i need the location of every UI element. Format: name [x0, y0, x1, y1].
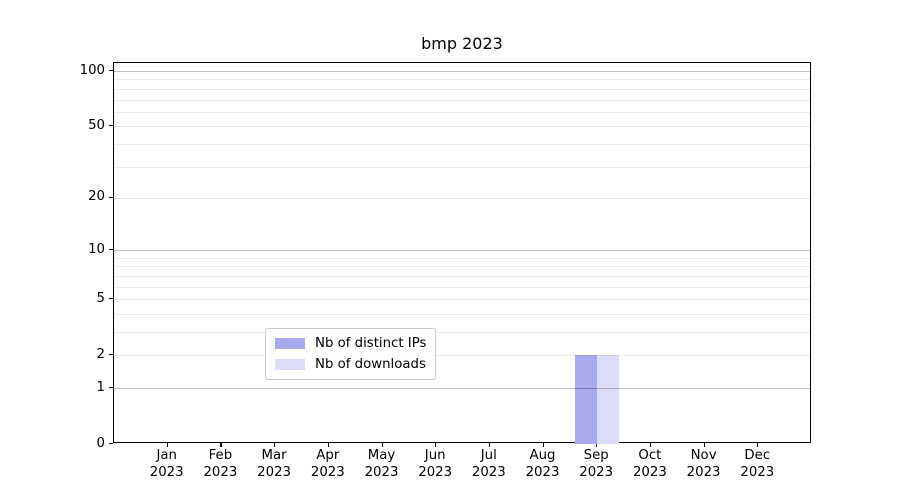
- x-tick-label: Nov 2023: [664, 447, 744, 481]
- y-tick-mark: [109, 196, 113, 199]
- x-tick-label-line: 2023: [203, 465, 238, 480]
- y-tick-label: 0: [96, 435, 105, 451]
- gridline-minor: [114, 266, 810, 268]
- x-tick-label: Apr 2023: [288, 447, 368, 481]
- legend-swatch-distinct-ips: [275, 338, 305, 349]
- x-tick-label-line: Feb: [208, 448, 233, 463]
- x-tick-label-line: 2023: [525, 465, 560, 480]
- gridline-minor: [114, 166, 810, 168]
- x-tick-label-line: 2023: [686, 465, 721, 480]
- legend-label-downloads: Nb of downloads: [315, 357, 426, 372]
- x-tick-mark: [596, 443, 598, 447]
- x-tick-label-line: May: [367, 448, 396, 463]
- gridline-minor: [114, 126, 810, 128]
- legend: Nb of distinct IPs Nb of downloads: [265, 328, 437, 380]
- x-tick-mark: [757, 443, 759, 447]
- x-tick-label-line: 2023: [257, 465, 292, 480]
- bar-downloads: [597, 355, 620, 444]
- gridline-minor: [114, 275, 810, 277]
- x-tick-label: May 2023: [342, 447, 422, 481]
- x-tick-mark: [488, 443, 490, 447]
- gridline-minor: [114, 79, 810, 81]
- x-tick-mark: [166, 443, 168, 447]
- bar-distinct-ips: [575, 355, 598, 444]
- x-tick-label-line: 2023: [579, 465, 614, 480]
- x-tick-label-line: 2023: [632, 465, 667, 480]
- legend-item-downloads: Nb of downloads: [275, 357, 426, 372]
- x-tick-mark: [649, 443, 652, 447]
- legend-swatch-downloads: [275, 359, 305, 370]
- gridline-minor: [114, 197, 810, 199]
- x-tick-mark: [542, 443, 544, 447]
- y-tick-mark: [109, 125, 113, 127]
- gridline-minor: [114, 332, 810, 333]
- gridline-minor: [114, 355, 810, 357]
- x-tick-label: Sep 2023: [556, 447, 636, 481]
- y-tick-label: 100: [79, 62, 105, 78]
- legend-label-distinct-ips: Nb of distinct IPs: [315, 336, 427, 351]
- x-tick-label-line: 2023: [471, 465, 506, 480]
- x-tick-label-line: Aug: [529, 448, 556, 463]
- x-tick-label: Mar 2023: [234, 447, 314, 481]
- gridline-minor: [114, 99, 810, 101]
- x-tick-label-line: Apr: [316, 448, 340, 463]
- chart-title: bmp 2023: [421, 34, 503, 53]
- x-tick-label-line: Jan: [156, 448, 177, 463]
- x-tick-label-line: 2023: [310, 465, 345, 480]
- x-tick-label: Jan 2023: [127, 447, 207, 481]
- x-tick-label-line: Dec: [744, 448, 771, 463]
- x-tick-label-line: 2023: [364, 465, 399, 480]
- gridline-minor: [114, 313, 810, 315]
- x-tick-label: Feb 2023: [180, 447, 260, 481]
- x-tick-mark: [381, 443, 383, 447]
- gridline-minor: [114, 143, 810, 145]
- x-tick-mark: [703, 443, 705, 447]
- x-tick-label: Jun 2023: [395, 447, 475, 481]
- gridline-minor: [114, 286, 810, 288]
- y-tick-label: 2: [96, 346, 105, 362]
- y-tick-label: 1: [96, 379, 105, 395]
- x-tick-label-line: Jul: [480, 448, 497, 463]
- gridline-minor: [114, 299, 810, 301]
- x-tick-label: Dec 2023: [717, 447, 797, 481]
- x-tick-label-line: Jun: [424, 448, 446, 463]
- y-tick-mark: [109, 443, 113, 445]
- x-tick-label: Aug 2023: [503, 447, 583, 481]
- gridline-major: [114, 388, 810, 389]
- x-tick-label-line: Oct: [638, 448, 662, 463]
- y-tick-mark: [109, 70, 113, 72]
- x-tick-mark: [435, 443, 437, 447]
- y-tick-label: 50: [88, 117, 105, 133]
- legend-item-distinct-ips: Nb of distinct IPs: [275, 336, 426, 351]
- y-tick-mark: [109, 387, 113, 389]
- x-tick-mark: [327, 443, 329, 447]
- x-tick-label: Jul 2023: [449, 447, 529, 481]
- gridline-minor: [114, 111, 810, 113]
- gridline-minor: [114, 88, 810, 90]
- x-tick-mark: [220, 443, 222, 447]
- y-tick-mark: [109, 298, 113, 300]
- gridline-major: [114, 71, 810, 72]
- y-tick-mark: [109, 249, 113, 251]
- gridline-major: [114, 250, 810, 252]
- y-tick-label: 20: [88, 189, 105, 205]
- x-tick-label: Oct 2023: [610, 447, 690, 481]
- gridline-minor: [114, 257, 810, 259]
- x-tick-label-line: Mar: [261, 448, 287, 463]
- x-tick-label-line: Nov: [690, 448, 717, 463]
- x-tick-label-line: 2023: [418, 465, 453, 480]
- x-tick-label-line: Sep: [583, 448, 609, 463]
- x-tick-mark: [274, 443, 276, 447]
- y-tick-label: 5: [96, 290, 105, 306]
- x-tick-label-line: 2023: [740, 465, 775, 480]
- plot-area: [113, 62, 811, 444]
- x-tick-label-line: 2023: [149, 465, 184, 480]
- y-tick-label: 10: [88, 241, 105, 257]
- y-tick-mark: [109, 354, 113, 356]
